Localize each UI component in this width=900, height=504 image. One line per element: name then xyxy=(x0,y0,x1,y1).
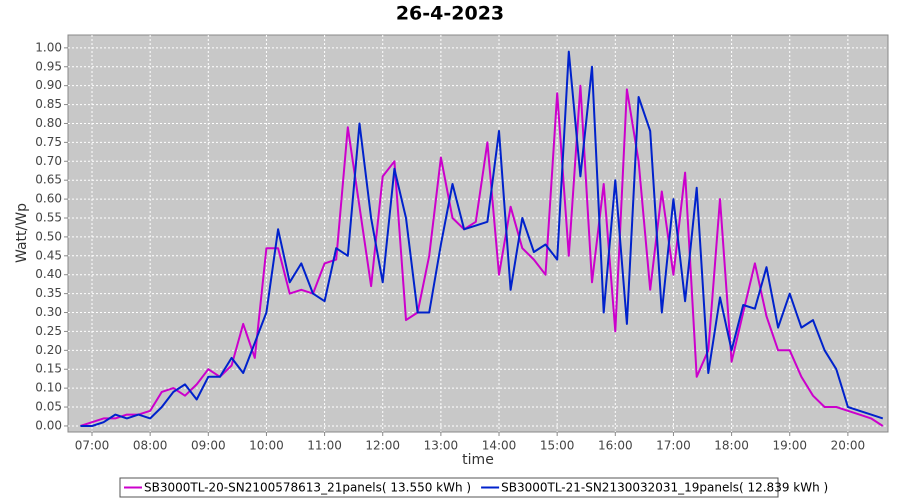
x-tick-label: 07:00 xyxy=(75,439,110,453)
y-tick-label: 0.75 xyxy=(35,135,62,149)
y-tick-label: 0.95 xyxy=(35,59,62,73)
y-tick-label: 0.50 xyxy=(35,229,62,243)
y-tick-label: 0.65 xyxy=(35,173,62,187)
y-tick-label: 0.90 xyxy=(35,78,62,92)
plot-area xyxy=(67,34,889,433)
y-tick-label: 0.15 xyxy=(35,362,62,376)
x-tick-label: 08:00 xyxy=(133,439,168,453)
legend-label: SB3000TL-20-SN2100578613_21panels( 13.55… xyxy=(144,481,471,495)
x-tick-label: 10:00 xyxy=(249,439,284,453)
y-tick-label: 0.10 xyxy=(35,381,62,395)
legend-label: SB3000TL-21-SN2130032031_19panels( 12.83… xyxy=(501,481,828,495)
x-tick-label: 13:00 xyxy=(424,439,459,453)
y-tick-label: 0.80 xyxy=(35,116,62,130)
x-tick-label: 17:00 xyxy=(656,439,691,453)
x-tick-label: 20:00 xyxy=(831,439,866,453)
y-tick-label: 0.00 xyxy=(35,418,62,432)
y-tick-label: 0.45 xyxy=(35,248,62,262)
data-line xyxy=(80,84,884,427)
x-tick-label: 15:00 xyxy=(540,439,575,453)
x-tick-label: 18:00 xyxy=(714,439,749,453)
x-tick-label: 14:00 xyxy=(482,439,517,453)
x-tick-label: 12:00 xyxy=(365,439,400,453)
legend xyxy=(119,477,779,498)
y-tick-label: 1.00 xyxy=(35,40,62,54)
y-tick-label: 0.40 xyxy=(35,267,62,281)
x-tick-label: 19:00 xyxy=(772,439,807,453)
y-tick-label: 0.30 xyxy=(35,305,62,319)
y-tick-label: 0.60 xyxy=(35,192,62,206)
y-tick-label: 0.25 xyxy=(35,324,62,338)
y-axis-label: Watt/Wp xyxy=(14,203,30,263)
y-tick-label: 0.35 xyxy=(35,286,62,300)
x-tick-label: 16:00 xyxy=(598,439,633,453)
data-line xyxy=(80,50,884,427)
x-tick-label: 09:00 xyxy=(191,439,226,453)
x-axis-label: time xyxy=(462,452,494,468)
y-tick-label: 0.05 xyxy=(35,400,62,414)
y-tick-label: 0.55 xyxy=(35,210,62,224)
y-tick-label: 0.85 xyxy=(35,97,62,111)
y-tick-label: 0.70 xyxy=(35,154,62,168)
x-tick-label: 11:00 xyxy=(307,439,342,453)
y-tick-label: 0.20 xyxy=(35,343,62,357)
chart-title: 26-4-2023 xyxy=(396,3,504,25)
